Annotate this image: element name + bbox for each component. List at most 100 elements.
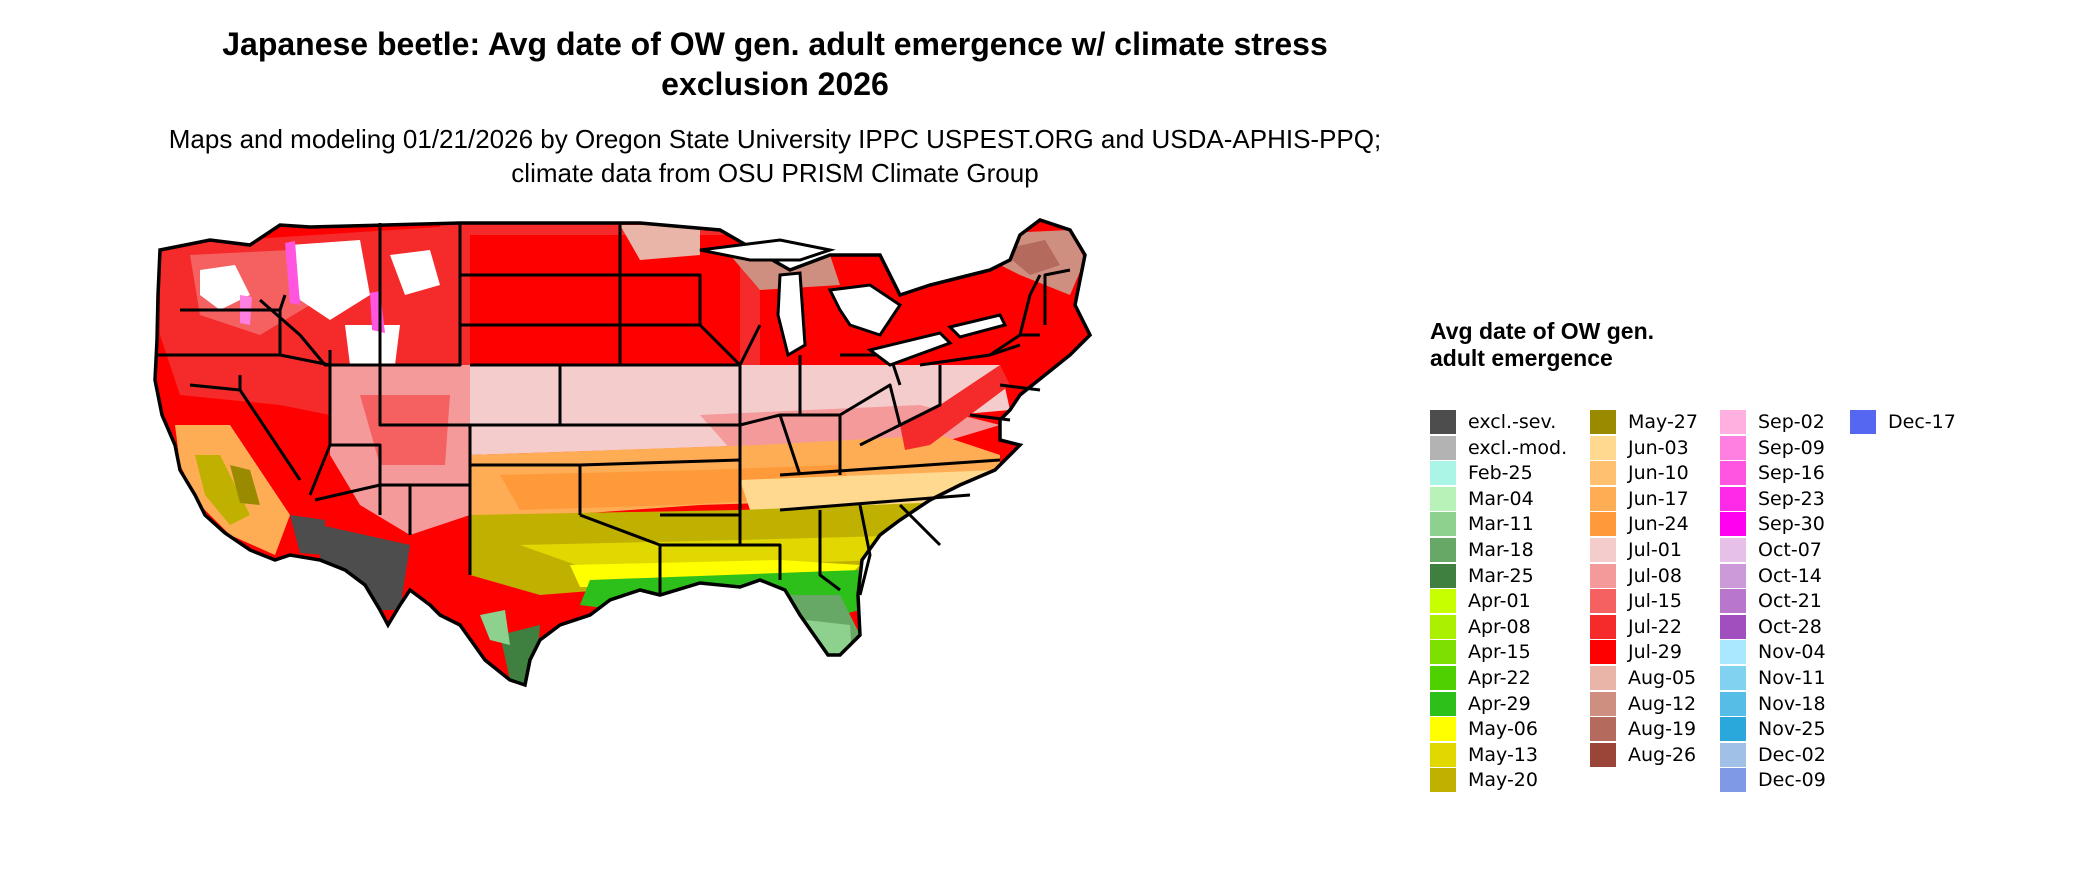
legend-swatch [1430,666,1456,690]
legend-label: Feb-25 [1468,462,1533,485]
legend-item: excl.-mod. [1430,435,1567,460]
legend-swatch [1590,614,1616,639]
legend-item: Apr-01 [1430,589,1531,614]
legend-swatch [1430,614,1456,639]
legend-label: Dec-17 [1888,411,1956,433]
legend-swatch [1720,691,1746,716]
legend-swatch [1720,461,1746,486]
legend-swatch [1590,589,1616,614]
legend-swatch [1430,486,1456,511]
legend-swatch [1430,589,1456,614]
legend-item: May-06 [1430,717,1538,742]
legend-label: Sep-02 [1758,411,1825,433]
legend-label: Sep-09 [1758,436,1825,459]
legend-item: Oct-21 [1720,589,1822,614]
legend-item: Jul-08 [1590,563,1682,588]
legend-label: Jun-10 [1628,462,1689,485]
legend-item: Apr-08 [1430,614,1531,639]
legend-label: Sep-16 [1758,462,1825,485]
legend-swatch [1590,691,1616,716]
legend-swatch [1590,742,1616,767]
legend-item: Oct-14 [1720,563,1822,588]
legend-swatch [1430,435,1456,460]
legend-label: Nov-04 [1758,641,1826,664]
legend-item: Sep-23 [1720,486,1825,511]
legend-item: Jun-17 [1590,486,1689,511]
legend-label: Jul-01 [1628,539,1682,561]
legend-item: Sep-09 [1720,435,1825,460]
legend-item: Sep-16 [1720,461,1825,486]
legend-label: Jun-17 [1628,487,1689,510]
great-lakes [699,238,1008,367]
legend-item: Sep-30 [1720,512,1825,537]
legend-label: May-27 [1628,411,1698,433]
map-title: Japanese beetle: Avg date of OW gen. adu… [222,26,1328,102]
legend-item: Jul-15 [1590,589,1682,614]
legend-item: Apr-29 [1430,691,1531,716]
legend-label: Sep-23 [1758,487,1825,510]
legend-swatch [1430,742,1456,767]
legend-item: Jul-29 [1590,640,1682,665]
legend-swatch [1430,691,1456,716]
legend-swatch [1590,640,1616,665]
legend-item: Jun-24 [1590,512,1689,537]
legend-swatch [1720,614,1746,639]
legend-swatch [1720,717,1746,742]
legend-label: Sep-30 [1758,513,1825,536]
legend-label: Nov-11 [1758,667,1826,689]
legend-swatch [1720,538,1746,562]
legend-label: Apr-15 [1468,641,1531,664]
legend-item: Nov-11 [1720,666,1826,690]
legend-swatch [1590,717,1616,742]
legend-label: Jun-03 [1628,436,1689,459]
legend-swatch [1720,742,1746,767]
legend-item: Dec-17 [1850,410,1956,434]
legend-swatch [1590,461,1616,486]
legend-swatch [1430,410,1456,434]
legend-label: Aug-12 [1628,692,1697,715]
legend-swatch [1590,410,1616,434]
legend-swatch [1720,640,1746,665]
legend-item: Oct-28 [1720,614,1822,639]
legend-swatch [1850,410,1876,434]
legend-label: Oct-21 [1758,590,1822,613]
legend-item: May-20 [1430,768,1538,793]
legend-label: Jul-15 [1628,590,1682,613]
legend-label: Jul-22 [1628,615,1682,638]
legend-swatch [1590,486,1616,511]
legend-item: Dec-02 [1720,742,1826,767]
legend-label: Apr-29 [1468,692,1531,715]
legend-item: Aug-19 [1590,717,1696,742]
legend-label: Aug-26 [1628,743,1697,766]
legend-swatch [1590,435,1616,460]
legend-label: excl.-sev. [1468,411,1557,433]
legend-label: Jun-24 [1628,513,1689,536]
legend-label: Mar-04 [1468,487,1534,510]
legend-swatch [1430,717,1456,742]
legend-item: Jun-03 [1590,435,1689,460]
legend-label: May-06 [1468,718,1538,741]
legend-item: Jun-10 [1590,461,1689,486]
legend-swatch [1720,563,1746,588]
legend-title: Avg date of OW gen. adult emergence [1430,318,1655,371]
legend-item: Aug-26 [1590,742,1697,767]
legend-item: Nov-18 [1720,691,1826,716]
legend-swatch [1430,512,1456,537]
emergence-raster [155,220,1090,685]
legend-swatch [1720,768,1746,793]
legend-item: Apr-15 [1430,640,1531,665]
legend-swatch [1720,666,1746,690]
legend-label: Apr-22 [1468,667,1531,689]
legend-swatch [1720,589,1746,614]
legend-item: Nov-04 [1720,640,1826,665]
legend-label: Jul-29 [1628,641,1682,664]
legend-swatch [1430,538,1456,562]
legend-item: Dec-09 [1720,768,1826,793]
legend-swatch [1720,512,1746,537]
legend-label: Oct-14 [1758,564,1822,587]
legend-label: Apr-01 [1468,590,1531,613]
legend-label: May-20 [1468,769,1538,792]
legend-label: Apr-08 [1468,615,1531,638]
legend-item: Sep-02 [1720,410,1825,434]
us-emergence-map [140,215,1400,885]
